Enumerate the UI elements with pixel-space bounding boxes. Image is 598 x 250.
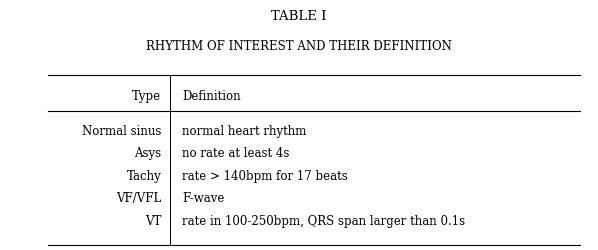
Text: normal heart rhythm: normal heart rhythm <box>182 125 307 138</box>
Text: rate in 100-250bpm, QRS span larger than 0.1s: rate in 100-250bpm, QRS span larger than… <box>182 215 465 228</box>
Text: VF/VFL: VF/VFL <box>116 192 161 205</box>
Text: Definition: Definition <box>182 90 241 103</box>
Text: F-wave: F-wave <box>182 192 225 205</box>
Text: no rate at least 4s: no rate at least 4s <box>182 147 290 160</box>
Text: RHYTHM OF INTEREST AND THEIR DEFINITION: RHYTHM OF INTEREST AND THEIR DEFINITION <box>146 40 452 53</box>
Text: Tachy: Tachy <box>127 170 161 183</box>
Text: TABLE I: TABLE I <box>271 10 327 23</box>
Text: Normal sinus: Normal sinus <box>82 125 161 138</box>
Text: VT: VT <box>145 215 161 228</box>
Text: Asys: Asys <box>135 147 161 160</box>
Text: Type: Type <box>132 90 161 103</box>
Text: rate > 140bpm for 17 beats: rate > 140bpm for 17 beats <box>182 170 348 183</box>
